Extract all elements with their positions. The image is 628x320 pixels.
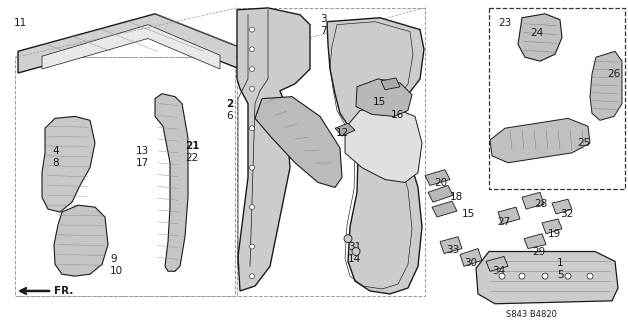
Circle shape [587, 273, 593, 279]
Polygon shape [490, 118, 590, 163]
Text: 16: 16 [391, 110, 404, 120]
Polygon shape [18, 14, 250, 73]
Polygon shape [54, 205, 108, 276]
Text: 15: 15 [373, 97, 386, 107]
Polygon shape [237, 8, 310, 291]
Text: 19: 19 [548, 229, 561, 239]
Polygon shape [498, 207, 520, 224]
Text: 15: 15 [462, 209, 475, 219]
Polygon shape [335, 123, 355, 136]
Text: 18: 18 [450, 192, 463, 202]
Polygon shape [476, 252, 618, 304]
Circle shape [542, 273, 548, 279]
Text: 24: 24 [530, 28, 543, 38]
Text: 33: 33 [446, 244, 459, 255]
Text: 12: 12 [336, 128, 349, 138]
Text: 31: 31 [348, 242, 361, 252]
Text: 21: 21 [185, 141, 200, 151]
Text: 1: 1 [557, 259, 563, 268]
Text: 20: 20 [434, 178, 447, 188]
Polygon shape [440, 237, 462, 253]
Polygon shape [590, 51, 622, 120]
Text: 7: 7 [320, 26, 327, 36]
Polygon shape [327, 18, 424, 294]
Polygon shape [486, 256, 508, 271]
Polygon shape [155, 94, 188, 271]
Text: 23: 23 [498, 18, 511, 28]
Polygon shape [552, 199, 572, 214]
Polygon shape [460, 249, 482, 266]
Text: 13: 13 [136, 146, 149, 156]
Text: 17: 17 [136, 158, 149, 168]
Circle shape [344, 235, 352, 243]
Polygon shape [518, 14, 562, 61]
Polygon shape [425, 170, 450, 185]
Text: 2: 2 [226, 99, 233, 108]
Text: 6: 6 [226, 111, 232, 122]
Circle shape [352, 248, 360, 255]
Circle shape [249, 67, 254, 71]
Circle shape [499, 273, 505, 279]
Circle shape [249, 205, 254, 210]
Circle shape [249, 86, 254, 91]
Circle shape [519, 273, 525, 279]
Text: 25: 25 [577, 138, 590, 148]
Polygon shape [42, 25, 220, 69]
Circle shape [249, 126, 254, 131]
Text: 27: 27 [497, 217, 510, 227]
Circle shape [249, 47, 254, 52]
Text: 5: 5 [557, 270, 563, 280]
Text: 28: 28 [534, 199, 547, 209]
Circle shape [249, 274, 254, 279]
Text: 22: 22 [185, 153, 198, 163]
Polygon shape [524, 234, 546, 249]
Text: 9: 9 [110, 254, 117, 264]
Circle shape [565, 273, 571, 279]
Polygon shape [356, 79, 412, 116]
Polygon shape [428, 185, 453, 202]
Polygon shape [345, 107, 422, 182]
Text: 32: 32 [560, 209, 573, 219]
Text: S843 B4820: S843 B4820 [506, 310, 557, 319]
Polygon shape [432, 201, 457, 217]
Text: 3: 3 [320, 14, 327, 24]
Text: FR.: FR. [54, 286, 73, 296]
Text: 11: 11 [14, 18, 27, 28]
Text: 8: 8 [52, 158, 58, 168]
Circle shape [249, 27, 254, 32]
Polygon shape [542, 219, 562, 234]
Polygon shape [255, 97, 342, 188]
Text: 30: 30 [464, 259, 477, 268]
Text: 29: 29 [532, 247, 545, 257]
Text: 4: 4 [52, 146, 58, 156]
Polygon shape [381, 78, 400, 90]
Text: 34: 34 [492, 266, 506, 276]
Circle shape [249, 165, 254, 170]
Circle shape [249, 244, 254, 249]
Polygon shape [42, 116, 95, 212]
Text: 14: 14 [348, 254, 361, 264]
Text: 26: 26 [607, 69, 620, 79]
Text: 10: 10 [110, 266, 123, 276]
Polygon shape [522, 192, 544, 209]
